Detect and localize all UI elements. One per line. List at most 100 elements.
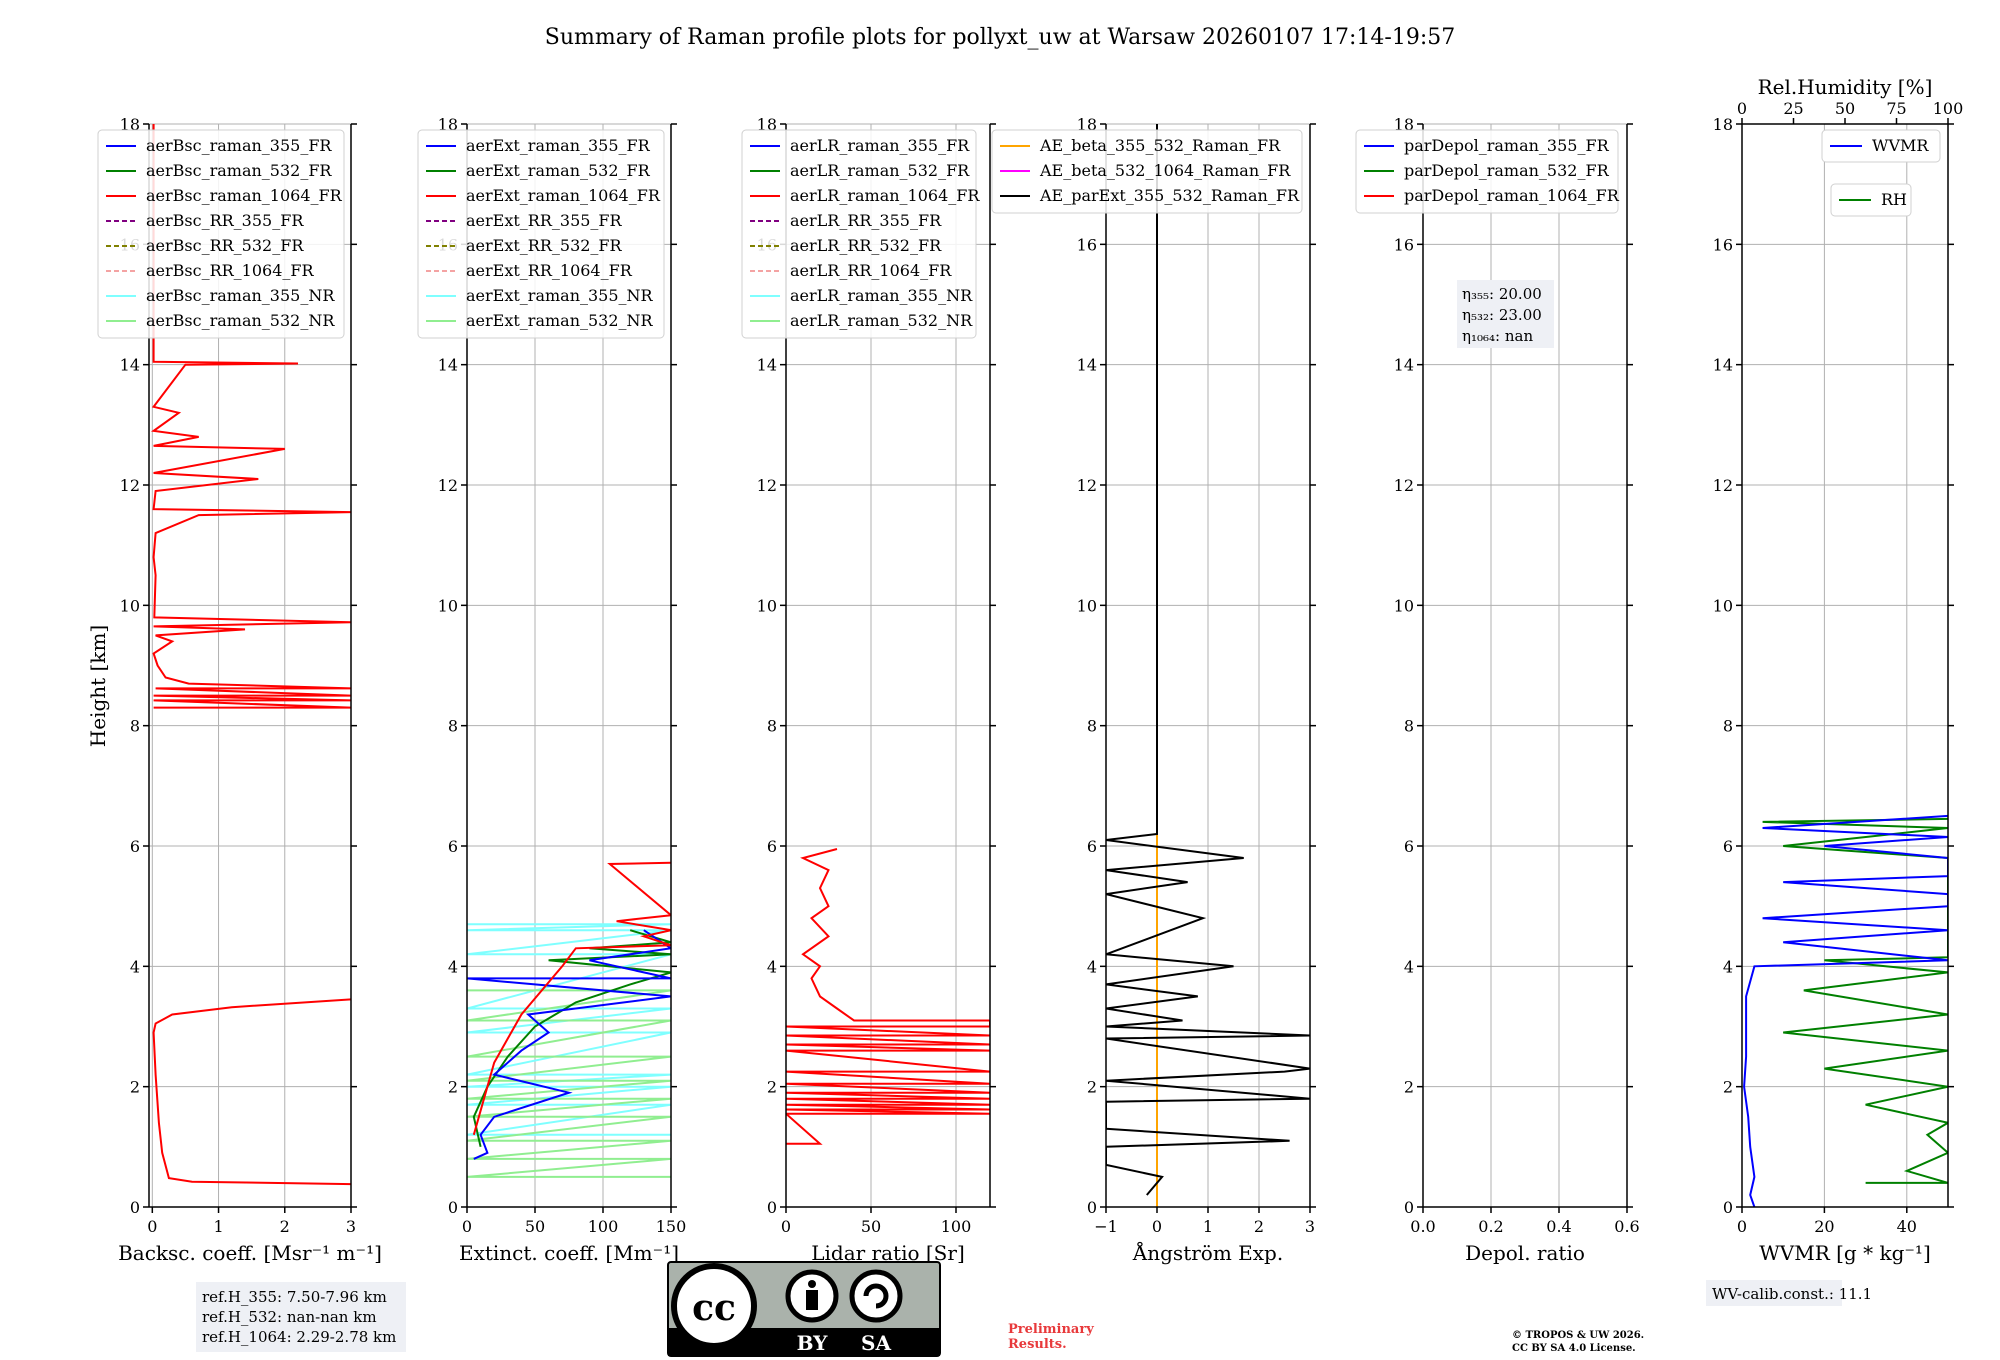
ytick-label-lr: 10 [757, 596, 777, 615]
legend-box-lr [741, 129, 977, 339]
xtick-label-depol: 0.0 [1410, 1217, 1435, 1236]
ytick-label-wv: 2 [1723, 1078, 1733, 1097]
eta-annotation: η₃₅₅: 20.00 η₅₃₂: 23.00 η₁₀₆₄: nan [1457, 280, 1554, 348]
legend-entry-ae: AE_parExt_355_532_Raman_FR [1039, 186, 1300, 205]
legend-entry-lr: aerLR_RR_532_FR [790, 236, 942, 255]
xtick-label-lr: 0 [781, 1217, 791, 1236]
xlabel-bsc: Backsc. coeff. [Msr⁻¹ m⁻¹] [118, 1241, 382, 1265]
cc-icon [671, 1263, 757, 1349]
series-aerExt_raman_355_NR [467, 923, 671, 1136]
series-aerLR_raman_1064_FR [786, 848, 990, 1145]
ytick-label-depol: 16 [1394, 235, 1414, 254]
panels: 0246810121416180123Backsc. coeff. [Msr⁻¹… [97, 75, 1964, 1265]
ytick-label-bsc: 4 [130, 957, 140, 976]
ytick-label-ae: 8 [1087, 717, 1097, 736]
svg-text:cc: cc [692, 1287, 736, 1329]
legend-entry-depol: parDepol_raman_532_FR [1404, 161, 1610, 180]
legend-entry-ext: aerExt_raman_1064_FR [466, 186, 661, 205]
eta-532: η₅₃₂: 23.00 [1462, 306, 1542, 324]
ytick-label-wv: 10 [1713, 596, 1733, 615]
ytick-label-lr: 12 [757, 476, 777, 495]
legend-entry-rh: RH [1881, 190, 1907, 209]
sa-icon [849, 1269, 903, 1323]
ytick-label-ext: 6 [448, 837, 458, 856]
eta-355: η₃₅₅: 20.00 [1462, 285, 1542, 303]
legend-entry-bsc: aerBsc_RR_532_FR [146, 236, 304, 255]
ytick-label-depol: 4 [1404, 957, 1414, 976]
xtick-label-ae: 3 [1305, 1217, 1315, 1236]
ytick-label-bsc: 8 [130, 717, 140, 736]
ytick-label-bsc: 2 [130, 1078, 140, 1097]
xtick-label-bsc: 0 [147, 1217, 157, 1236]
ytick-label-ae: 14 [1077, 356, 1097, 375]
xtick-label-depol: 0.4 [1546, 1217, 1571, 1236]
ref-height-532: ref.H_532: nan-nan km [202, 1308, 377, 1326]
ytick-label-ext: 4 [448, 957, 458, 976]
ytick-label-ext: 10 [438, 596, 458, 615]
legend-entry-bsc: aerBsc_raman_1064_FR [146, 186, 343, 205]
ytick-label-wv: 18 [1713, 115, 1733, 134]
top-xtick-label-wv: 0 [1737, 99, 1747, 118]
eta-1064: η₁₀₆₄: nan [1462, 327, 1533, 345]
xtick-label-ext: 0 [462, 1217, 472, 1236]
legend-box-bsc [97, 129, 345, 339]
legend-entry-bsc: aerBsc_RR_355_FR [146, 211, 304, 230]
ytick-label-bsc: 0 [130, 1198, 140, 1217]
ytick-label-ext: 2 [448, 1078, 458, 1097]
legend-entry-ext: aerExt_raman_355_FR [466, 136, 651, 155]
panel-lr: 024681012141618050100Lidar ratio [Sr]aer… [741, 115, 996, 1265]
ytick-label-ext: 12 [438, 476, 458, 495]
ytick-label-depol: 10 [1394, 596, 1414, 615]
ytick-label-bsc: 6 [130, 837, 140, 856]
top-xtick-label-wv: 100 [1933, 99, 1964, 118]
legend-entry-ext: aerExt_RR_1064_FR [466, 261, 633, 280]
legend-entry-depol: parDepol_raman_355_FR [1404, 136, 1610, 155]
ytick-label-lr: 2 [767, 1078, 777, 1097]
ytick-label-ext: 14 [438, 356, 458, 375]
xtick-label-ext: 50 [525, 1217, 545, 1236]
ytick-label-lr: 6 [767, 837, 777, 856]
xtick-label-ext: 100 [588, 1217, 619, 1236]
top-xtick-label-wv: 75 [1886, 99, 1906, 118]
legend-entry-bsc: aerBsc_raman_532_NR [146, 311, 335, 330]
ytick-label-depol: 18 [1394, 115, 1414, 134]
ytick-label-wv: 0 [1723, 1198, 1733, 1217]
xtick-label-bsc: 1 [213, 1217, 223, 1236]
xlabel-wv: WVMR [g * kg⁻¹] [1759, 1241, 1931, 1265]
ytick-label-wv: 14 [1713, 356, 1733, 375]
ytick-label-ae: 10 [1077, 596, 1097, 615]
legend-entry-lr: aerLR_RR_1064_FR [790, 261, 952, 280]
ytick-label-wv: 12 [1713, 476, 1733, 495]
series-AE_parExt_355_532_Raman_FR [1106, 124, 1310, 1196]
legend-entry-ae: AE_beta_532_1064_Raman_FR [1039, 161, 1291, 180]
legend-entry-depol: parDepol_raman_1064_FR [1404, 186, 1620, 205]
panel-depol: 0 2 4 6 8 10 12 14 16 18 0.0 0.2 0.4 0.6 Depol. ratio p… [1355, 115, 1640, 1265]
legend-entry-ext: aerExt_RR_355_FR [466, 211, 623, 230]
xtick-label-wv: 0 [1737, 1217, 1747, 1236]
legend-wvmr: WVMR [1821, 129, 1941, 163]
height-axis-label: Height [km] [86, 625, 110, 747]
xtick-label-depol: 0.6 [1614, 1217, 1639, 1236]
legend-box-ext [417, 129, 665, 339]
ref-height-355: ref.H_355: 7.50-7.96 km [202, 1288, 387, 1306]
top-xtick-label-wv: 50 [1835, 99, 1855, 118]
top-xlabel-wv: Rel.Humidity [%] [1758, 75, 1933, 99]
panel-bsc: 0246810121416180123Backsc. coeff. [Msr⁻¹… [97, 115, 382, 1265]
top-xtick-label-wv: 25 [1783, 99, 1803, 118]
xtick-label-ext: 150 [656, 1217, 687, 1236]
legend-rh: RH [1830, 183, 1912, 217]
xtick-label-bsc: 3 [346, 1217, 356, 1236]
xtick-label-lr: 50 [861, 1217, 881, 1236]
ytick-label-ext: 0 [448, 1198, 458, 1217]
xlabel-ext: Extinct. coeff. [Mm⁻¹] [459, 1241, 679, 1265]
ytick-label-ae: 18 [1077, 115, 1097, 134]
ytick-label-bsc: 14 [120, 356, 140, 375]
series-RH [1762, 817, 1948, 1184]
legend-lr: aerLR_raman_355_FR aerLR_raman_532_FR aerL… [741, 129, 980, 339]
ytick-label-ae: 6 [1087, 837, 1097, 856]
legend-entry-ext: aerExt_raman_355_NR [466, 286, 654, 305]
legend-entry-bsc: aerBsc_raman_355_NR [146, 286, 335, 305]
ytick-label-ae: 2 [1087, 1078, 1097, 1097]
ytick-label-bsc: 18 [120, 115, 140, 134]
